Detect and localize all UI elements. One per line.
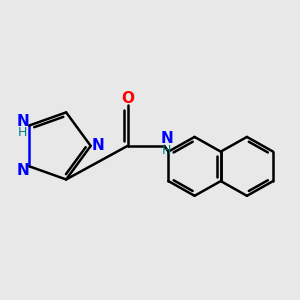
Text: N: N	[92, 138, 104, 153]
Text: O: O	[121, 92, 134, 106]
Text: N: N	[160, 131, 173, 146]
Text: H: H	[162, 143, 172, 157]
Text: N: N	[17, 163, 30, 178]
Text: H: H	[18, 126, 27, 139]
Text: N: N	[17, 113, 30, 128]
